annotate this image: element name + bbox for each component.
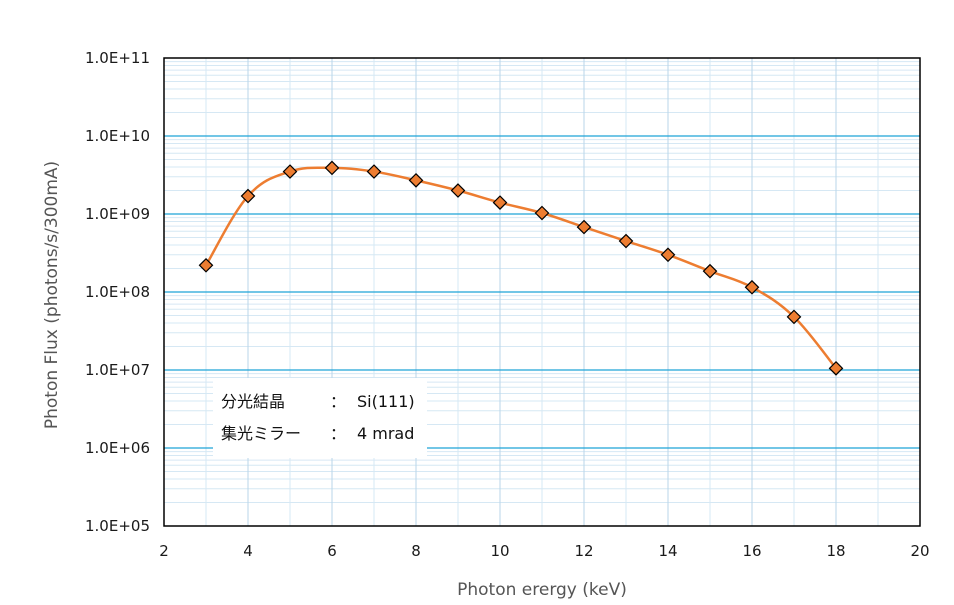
- annotation-label: 集光ミラー: [221, 424, 301, 443]
- data-point: [282, 164, 298, 179]
- y-tick-label: 1.0E+05: [85, 517, 150, 535]
- annotation-label: 分光結晶: [221, 392, 285, 411]
- data-point: [240, 188, 256, 204]
- x-tick-label: 8: [411, 542, 421, 560]
- annotation-background: [213, 378, 427, 458]
- y-tick-label: 1.0E+08: [85, 283, 150, 301]
- annotation-value: Si(111): [357, 392, 415, 411]
- y-tick-label: 1.0E+06: [85, 439, 150, 457]
- x-tick-label: 2: [159, 542, 169, 560]
- data-point: [408, 173, 424, 188]
- annotation-value: 4 mrad: [357, 424, 414, 443]
- series-line: [204, 166, 837, 370]
- x-tick-label: 18: [826, 542, 845, 560]
- x-tick-label: 14: [658, 542, 677, 560]
- data-point: [198, 257, 214, 273]
- y-tick-label: 1.0E+10: [85, 127, 150, 145]
- data-point: [366, 164, 382, 179]
- data-point: [324, 160, 340, 176]
- y-tick-label: 1.0E+09: [85, 205, 150, 223]
- x-axis-title: Photon erergy (keV): [457, 580, 627, 600]
- x-tick-label: 20: [910, 542, 929, 560]
- data-point: [744, 279, 760, 295]
- y-axis-tick-labels: 1.0E+05 1.0E+06 1.0E+07 1.0E+08 1.0E+09 1.0E+…: [85, 49, 150, 535]
- x-tick-label: 4: [243, 542, 253, 560]
- x-axis-tick-labels: 2 4 6 8 10 12 14 16 18 20: [159, 542, 929, 560]
- data-point: [618, 233, 634, 249]
- x-tick-label: 6: [327, 542, 337, 560]
- series-layer: [198, 160, 844, 376]
- x-tick-label: 16: [742, 542, 761, 560]
- data-point: [702, 263, 718, 279]
- x-tick-label: 10: [490, 542, 509, 560]
- data-point: [660, 247, 676, 263]
- y-tick-label: 1.0E+07: [85, 361, 150, 379]
- data-point: [786, 309, 802, 325]
- data-point: [828, 360, 844, 376]
- annotation-box: 分光結晶 ： Si(111) 集光ミラー ： 4 mrad: [213, 378, 427, 458]
- y-axis-title: Photon Flux (photons/s/300mA): [42, 161, 62, 429]
- data-point: [450, 183, 466, 198]
- data-point: [576, 219, 592, 235]
- y-tick-label: 1.0E+11: [85, 49, 150, 67]
- data-point: [492, 195, 508, 210]
- plot-area-frame: [163, 57, 921, 527]
- annotation-separator: ：: [330, 392, 346, 411]
- data-point: [534, 205, 550, 221]
- annotation-separator: ：: [330, 424, 346, 443]
- x-tick-label: 12: [574, 542, 593, 560]
